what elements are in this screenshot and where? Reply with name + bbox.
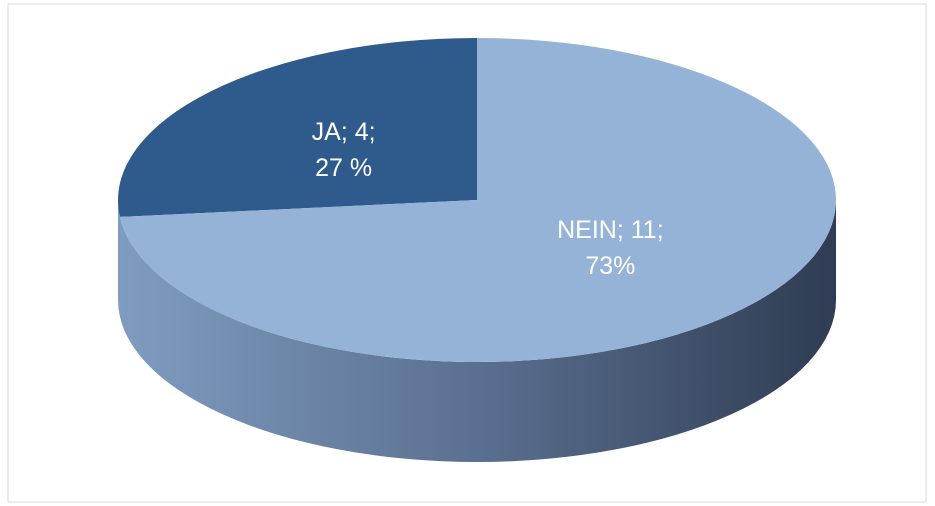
data-label-line: 73%	[585, 251, 635, 279]
chart-frame	[7, 3, 927, 503]
pie-side	[118, 200, 836, 462]
data-label-line: NEIN; 11;	[557, 215, 664, 243]
data-label-line: JA; 4;	[312, 118, 376, 146]
pie-slice	[117, 38, 477, 217]
data-label: JA; 4; 27 %	[312, 118, 376, 182]
data-label-line: 27 %	[315, 154, 372, 182]
pie-slice	[119, 38, 837, 362]
data-label: NEIN; 11; 73%	[557, 215, 664, 279]
